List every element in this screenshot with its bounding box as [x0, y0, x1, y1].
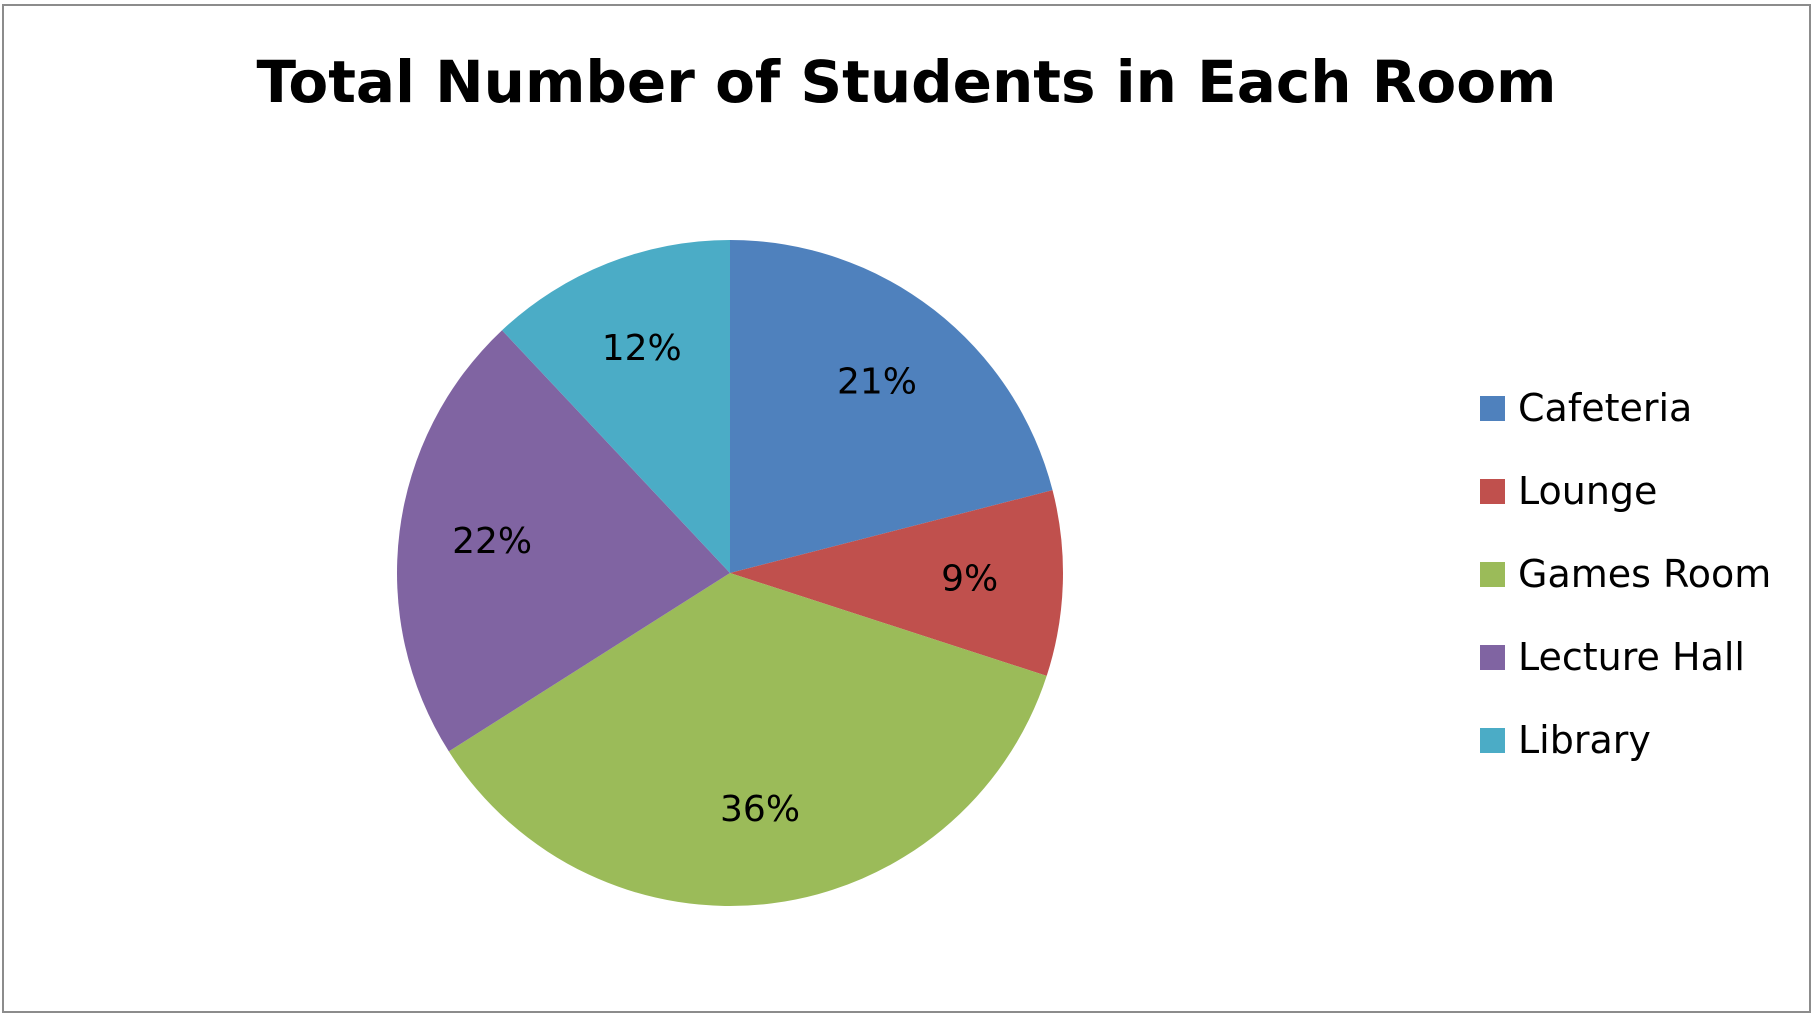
legend-label: Games Room [1518, 552, 1772, 596]
slice-label-games-room: 36% [720, 789, 800, 830]
legend-swatch [1480, 562, 1505, 587]
legend-swatch [1480, 396, 1505, 421]
slice-label-library: 12% [602, 328, 682, 369]
pie-slice-library [502, 240, 730, 573]
legend-item-lounge: Lounge [1480, 463, 1800, 546]
chart-title: Total Number of Students in Each Room [256, 48, 1557, 116]
legend-label: Lounge [1518, 469, 1658, 513]
slice-label-lounge: 9% [941, 559, 998, 600]
legend-label: Library [1518, 718, 1651, 762]
legend-item-lecture-hall: Lecture Hall [1480, 629, 1800, 712]
slice-label-cafeteria: 21% [837, 362, 917, 403]
legend-item-library: Library [1480, 712, 1800, 795]
legend-item-games-room: Games Room [1480, 546, 1800, 629]
pie-slice-lecture-hall [397, 330, 730, 752]
legend-item-cafeteria: Cafeteria [1480, 380, 1800, 463]
legend-swatch [1480, 728, 1505, 753]
legend-swatch [1480, 479, 1505, 504]
legend: Cafeteria Lounge Games Room Lecture Hall Lib… [1480, 380, 1800, 795]
pie-slice-lounge [730, 490, 1063, 676]
slice-label-lecture-hall: 22% [452, 521, 532, 562]
pie-slice-cafeteria [730, 240, 1053, 573]
legend-swatch [1480, 645, 1505, 670]
legend-label: Cafeteria [1518, 386, 1693, 430]
pie-slice-games-room [448, 573, 1047, 906]
legend-label: Lecture Hall [1518, 635, 1745, 679]
